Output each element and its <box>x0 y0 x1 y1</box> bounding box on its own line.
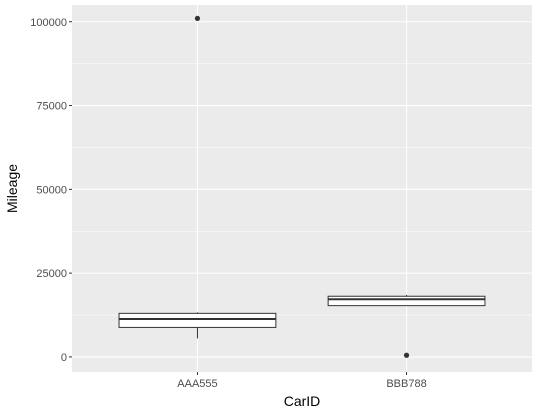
box-bbb788 <box>327 294 486 358</box>
x-tick-label: AAA555 <box>177 378 217 390</box>
box-iqr <box>118 312 277 328</box>
box-iqr <box>327 295 486 307</box>
outlier-point <box>403 352 410 358</box>
y-tick-label: 50000 <box>36 184 67 196</box>
y-tick-label: 0 <box>61 352 67 364</box>
box-series <box>118 15 486 358</box>
y-tick-label: 75000 <box>36 101 67 113</box>
gridlines <box>72 5 532 372</box>
y-axis-title: Mileage <box>4 164 20 213</box>
x-axis-title: CarID <box>284 393 321 409</box>
y-tick-label: 25000 <box>36 268 67 280</box>
x-axis: AAA555 BBB788 <box>177 372 427 390</box>
y-axis: 0 25000 50000 75000 100000 <box>30 17 72 364</box>
x-tick-label: BBB788 <box>386 378 426 390</box>
plot-panel <box>72 5 532 372</box>
y-tick-label: 100000 <box>30 17 67 29</box>
box-aaa555 <box>118 15 277 339</box>
outlier-point <box>194 15 201 22</box>
